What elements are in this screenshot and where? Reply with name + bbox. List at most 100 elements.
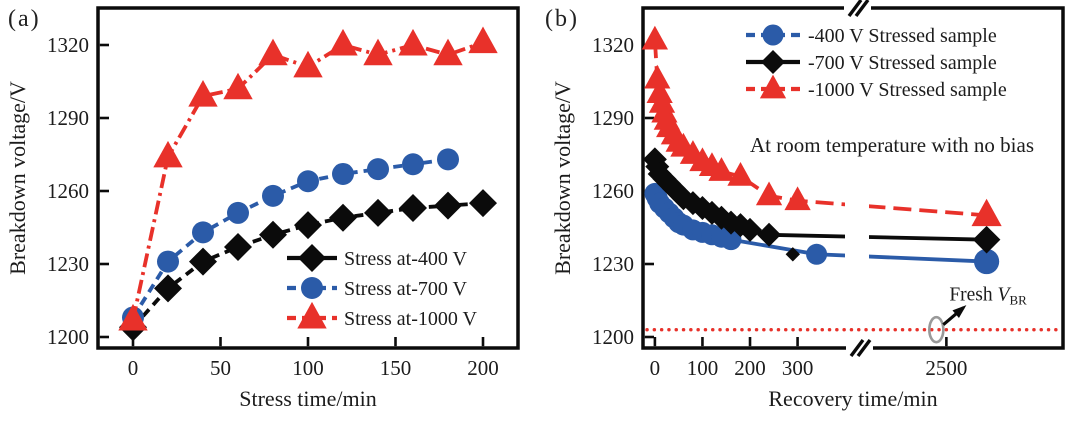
chart-a-stress-time: 1200 1230 1260 1290 1320 0 50 100 150 200 Stress t… (5, 6, 520, 411)
data-point-triangle (433, 38, 463, 66)
x-tick-label: 100 (687, 356, 719, 380)
data-point-diamond (364, 198, 392, 227)
legend-entry: Stress at-400 V (287, 244, 468, 272)
axis-break-gap (845, 12, 869, 326)
x-tick-label: 0 (128, 356, 139, 380)
data-point-circle (192, 221, 214, 244)
data-point-triangle (468, 26, 498, 54)
data-point-triangle (398, 28, 428, 56)
plot-border (96, 6, 520, 350)
legend-marker-diamond-icon (298, 244, 326, 272)
y-tick-label: 1200 (592, 325, 634, 349)
series-triangle (641, 25, 1002, 227)
y-axis-label: Breakdown voltage/V (5, 81, 30, 275)
x-tick-label: 100 (292, 356, 324, 380)
legend-marker-triangle-icon (759, 74, 787, 99)
legend-marker-circle-icon (762, 24, 784, 46)
axis-break-slash-icon (854, 0, 870, 18)
y-tick-label: 1200 (47, 325, 89, 349)
data-point-circle (297, 170, 319, 193)
data-point-triangle (118, 303, 148, 331)
chart-b-recovery-time: 1200 1230 1260 1290 1320 0 100 200 300 2500 Recove… (550, 0, 1065, 411)
axis-break-slash-icon (849, 338, 865, 358)
series-line (131, 201, 484, 329)
series-triangle (118, 26, 498, 331)
plot-a: 1200 1230 1260 1290 1320 0 50 100 150 200 Stress t… (5, 6, 520, 411)
x-axis-label: Recovery time/min (768, 386, 937, 411)
panel-a-label: (a) (8, 6, 41, 32)
data-point-diamond (154, 274, 182, 303)
y-tick-label: 1320 (592, 33, 634, 57)
series-diamond (642, 147, 1001, 262)
legend-marker-triangle-icon (297, 301, 327, 329)
data-point-diamond (738, 217, 763, 242)
x-tick-label: 200 (467, 356, 499, 380)
data-point-diamond (399, 194, 427, 223)
y-tick-label: 1290 (592, 106, 634, 130)
panel-b-label: (b) (545, 6, 579, 32)
legend-entry: -700 V Stressed sample (746, 50, 997, 74)
data-point-diamond (690, 196, 715, 221)
plot-b: 1200 1230 1260 1290 1320 0 100 200 300 2500 Recove… (550, 0, 1065, 411)
legend-entry: -1000 V Stressed sample (746, 74, 1007, 101)
legend-entry: Stress at-700 V (287, 277, 468, 300)
legend-entry: Stress at-1000 V (287, 301, 478, 330)
data-point-circle (332, 162, 354, 185)
axis-break-slash-icon (856, 338, 872, 358)
series-line (131, 157, 449, 319)
data-point-diamond (189, 247, 217, 276)
x-axis-label: Stress time/min (239, 386, 377, 411)
data-point-triangle (328, 28, 358, 56)
x-tick-label: 2500 (925, 356, 967, 380)
legend-label: -400 V Stressed sample (808, 25, 997, 47)
axis-break-slash-icon (847, 0, 863, 18)
arrowhead-icon (952, 305, 967, 318)
data-point-triangle (223, 72, 253, 100)
series-diamond (119, 189, 497, 342)
data-point-circle (973, 248, 1000, 275)
legend-label: Stress at-700 V (344, 278, 468, 300)
y-tick-label: 1230 (47, 252, 89, 276)
fresh-vbr-label: Fresh VBR (949, 285, 1027, 308)
legend-label: Stress at-1000 V (344, 308, 478, 330)
x-tick-label: 300 (782, 356, 814, 380)
data-point-triangle (708, 157, 735, 181)
data-point-diamond (757, 222, 782, 247)
y-tick-label: 1260 (47, 179, 89, 203)
data-point-diamond (972, 225, 1001, 254)
data-point-triangle (971, 198, 1002, 227)
y-axis-label: Breakdown voltage/V (550, 81, 575, 275)
data-point-circle (262, 184, 284, 207)
data-point-triangle (153, 140, 183, 168)
data-point-diamond (434, 191, 462, 220)
data-point-triangle (784, 186, 811, 211)
data-point-triangle (363, 38, 393, 66)
data-point-diamond (329, 203, 357, 232)
data-point-circle (720, 229, 742, 251)
y-tick-label: 1320 (47, 33, 89, 57)
data-point-diamond (294, 211, 322, 240)
data-point-triangle (188, 80, 218, 107)
data-point-diamond (259, 220, 287, 249)
data-point-circle (437, 148, 459, 171)
data-point-triangle (727, 162, 754, 186)
x-tick-label: 150 (380, 356, 412, 380)
data-point-circle (402, 153, 424, 176)
data-point-diamond (224, 232, 252, 261)
legend-entry: -400 V Stressed sample (746, 24, 997, 47)
y-tick-label: 1260 (592, 179, 634, 203)
y-tick-label: 1290 (47, 106, 89, 130)
data-point-triangle (258, 38, 288, 66)
data-point-diamond (469, 189, 497, 218)
data-point-circle (367, 158, 389, 181)
x-tick-label: 200 (734, 356, 766, 380)
legend-label: Stress at-400 V (344, 248, 468, 270)
fresh-vbr-ellipse-marker (928, 315, 945, 344)
data-point-triangle (641, 25, 669, 50)
y-tick-label: 1230 (592, 252, 634, 276)
series-circle (644, 182, 1000, 275)
x-tick-label: 0 (650, 356, 661, 380)
data-point-circle (806, 243, 828, 265)
data-point-circle (157, 250, 179, 273)
